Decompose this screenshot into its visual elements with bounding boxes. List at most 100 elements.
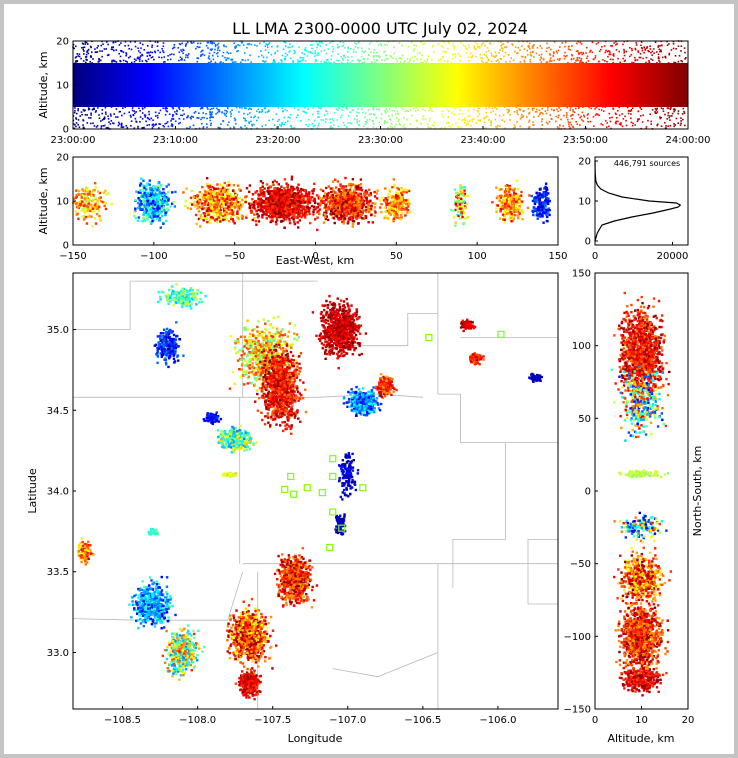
time-height-source — [118, 102, 120, 105]
time-height-source — [423, 99, 426, 102]
time-height-source — [396, 60, 398, 63]
time-height-source — [297, 59, 299, 62]
ew-altitude-source — [159, 226, 162, 229]
time-height-source — [324, 109, 327, 112]
ew-altitude-source — [254, 219, 257, 223]
time-height-source — [432, 87, 435, 90]
ew-altitude-source — [212, 214, 215, 217]
time-height-source — [580, 43, 583, 45]
time-height-source — [657, 56, 660, 58]
time-height-source — [521, 56, 524, 58]
time-height-source — [557, 77, 560, 80]
ew-altitude-source — [322, 196, 325, 199]
time-height-source — [606, 122, 609, 124]
ew-altitude-source — [230, 206, 234, 209]
time-height-source — [638, 56, 641, 59]
time-height-source — [617, 57, 619, 60]
time-height-source — [154, 111, 157, 114]
time-height-source — [171, 75, 173, 77]
ew-altitude-source — [280, 204, 284, 207]
ew-altitude-source — [270, 189, 274, 193]
time-height-source — [552, 63, 554, 66]
time-height-source — [499, 57, 501, 60]
time-height-source — [317, 124, 319, 127]
time-height-source — [358, 124, 361, 127]
time-height-source — [586, 55, 589, 58]
time-height-source — [358, 60, 360, 63]
ew-altitude-source — [207, 207, 210, 211]
time-height-source — [226, 124, 229, 126]
ew-altitude-source — [162, 205, 165, 208]
time-height-source — [85, 58, 88, 61]
time-height-source — [433, 121, 436, 124]
time-height-source — [519, 61, 522, 63]
ew-altitude-source — [236, 208, 240, 211]
ew-altitude-source — [171, 191, 174, 194]
time-height-source — [579, 41, 582, 44]
time-height-source — [325, 61, 328, 64]
time-height-source — [446, 109, 449, 111]
time-height-source — [656, 65, 658, 67]
time-height-source — [645, 61, 647, 64]
time-height-source — [84, 43, 87, 45]
time-height-source — [136, 101, 139, 103]
time-height-source — [397, 120, 400, 122]
time-height-source — [511, 75, 513, 78]
time-height-source — [431, 59, 433, 61]
time-height-source — [104, 81, 107, 83]
time-height-source — [178, 70, 181, 73]
time-height-source — [199, 108, 202, 110]
time-height-source — [264, 45, 267, 48]
time-height-source — [546, 47, 548, 49]
time-height-source — [631, 107, 634, 110]
time-height-source — [556, 52, 559, 54]
figure-title: LL LMA 2300-0000 UTC July 02, 2024 — [232, 19, 528, 38]
time-height-source — [171, 124, 174, 126]
time-height-source — [151, 56, 154, 58]
ew-altitude-source — [232, 213, 236, 217]
ew-altitude-source — [268, 200, 271, 203]
time-height-source — [659, 116, 661, 118]
time-height-source — [528, 45, 530, 47]
time-height-source — [291, 71, 294, 74]
time-height-source — [494, 113, 497, 116]
time-height-source — [501, 81, 503, 83]
ew-altitude-source — [149, 206, 152, 210]
time-height-source — [77, 109, 79, 112]
time-height-source — [232, 104, 235, 106]
ew-altitude-source — [89, 203, 92, 207]
time-height-source — [99, 120, 102, 122]
ew-altitude-source — [219, 208, 222, 212]
ew-altitude-source — [81, 203, 84, 206]
time-height-source — [673, 123, 675, 125]
time-height-source — [511, 43, 513, 45]
time-height-source — [585, 52, 587, 54]
time-height-source — [643, 51, 646, 54]
time-height-source — [254, 115, 256, 117]
time-height-source — [458, 113, 461, 116]
time-height-source — [534, 110, 537, 113]
time-height-source — [557, 116, 559, 119]
time-height-source — [107, 53, 110, 56]
ew-altitude-source — [89, 209, 92, 213]
ew-altitude-source — [282, 205, 285, 208]
time-height-source — [665, 127, 668, 129]
ew-altitude-source — [158, 218, 162, 222]
time-height-source — [495, 54, 498, 57]
time-height-source — [77, 55, 79, 57]
time-height-source — [571, 45, 573, 47]
time-height-source — [218, 110, 221, 113]
time-height-source — [300, 103, 303, 106]
time-height-source — [505, 46, 507, 48]
time-height-source — [486, 61, 488, 64]
time-height-source — [114, 41, 117, 43]
ew-altitude-source — [244, 200, 247, 204]
ew-altitude-source — [229, 216, 233, 219]
time-height-source — [637, 118, 639, 120]
time-height-source — [99, 50, 101, 52]
time-height-source — [639, 115, 642, 117]
time-height-source — [621, 113, 623, 115]
time-height-source — [139, 51, 141, 54]
time-height-source — [253, 92, 256, 95]
time-height-source — [352, 48, 355, 51]
